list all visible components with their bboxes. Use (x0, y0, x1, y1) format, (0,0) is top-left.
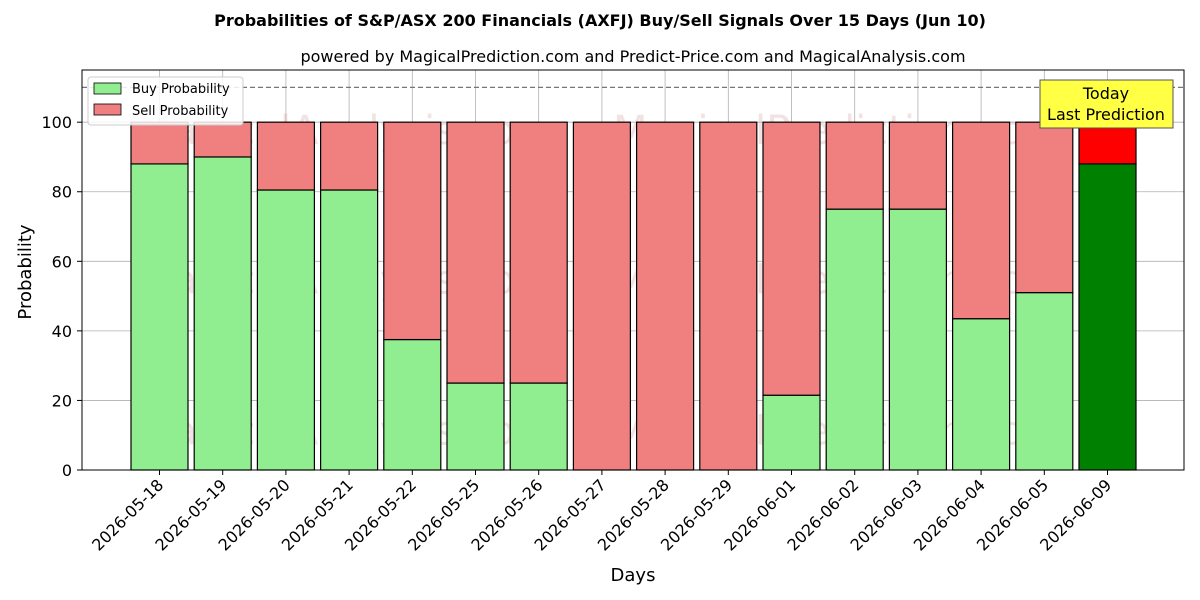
sell-bar (888, 121, 948, 210)
buy-bar (193, 156, 252, 471)
sell-bar (951, 121, 1011, 320)
today-annotation-line2: Last Prediction (1047, 105, 1165, 124)
y-tick-label: 20 (52, 391, 72, 410)
sell-bar (572, 121, 632, 471)
buy-bar (825, 208, 884, 471)
y-tick-label: 40 (52, 322, 72, 341)
buy-bar (383, 338, 442, 471)
today-annotation-box (1039, 79, 1174, 129)
sell-bar (383, 121, 442, 341)
y-tick-label: 0 (62, 461, 72, 480)
buy-bar (762, 394, 821, 471)
buy-bar (951, 318, 1011, 471)
legend-label-buy: Buy Probability (132, 82, 230, 97)
sell-bar (635, 121, 695, 471)
buy-bar (509, 382, 568, 471)
x-axis-label: Days (611, 565, 656, 586)
plot-frame (81, 69, 1185, 471)
buy-bar (1015, 292, 1074, 471)
y-axis-label: Probability (15, 224, 36, 319)
sell-bar (825, 121, 884, 210)
sell-bar (193, 121, 252, 158)
buy-bar (888, 208, 948, 471)
sell-bar (762, 121, 821, 396)
sell-bar (509, 121, 568, 384)
buy-bar (320, 189, 379, 471)
legend-swatch-buy (93, 82, 122, 95)
legend-box (87, 76, 244, 126)
sell-bar (256, 121, 315, 191)
chart-subtitle: powered by MagicalPrediction.com and Pre… (300, 47, 965, 66)
today-annotation-line1: Today (1082, 84, 1129, 103)
sell-bar (446, 121, 505, 384)
buy-bar (1078, 163, 1137, 471)
buy-bar (130, 163, 189, 471)
chart-title: Probabilities of S&P/ASX 200 Financials … (214, 11, 986, 30)
y-tick-label: 100 (41, 113, 72, 132)
buy-bar (256, 189, 315, 471)
sell-bar (699, 121, 758, 471)
y-tick-label: 80 (52, 183, 72, 202)
sell-bar (130, 121, 189, 165)
legend-label-sell: Sell Probability (132, 104, 229, 119)
bars (130, 121, 1137, 471)
legend: Buy Probability Sell Probability (87, 76, 244, 126)
buy-bar (446, 382, 505, 471)
sell-bar (1015, 121, 1074, 294)
today-annotation: Today Last Prediction (1039, 79, 1174, 129)
sell-bar (320, 121, 379, 191)
legend-swatch-sell (93, 103, 122, 116)
y-tick-label: 60 (52, 252, 72, 271)
